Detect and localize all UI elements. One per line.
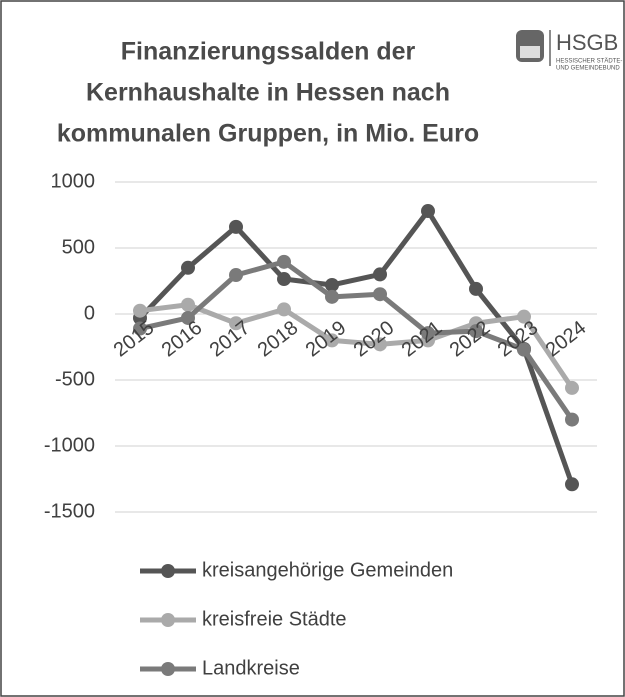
data-point xyxy=(469,324,483,339)
data-point xyxy=(133,303,147,318)
legend-marker xyxy=(161,564,175,578)
y-tick-label: 1000 xyxy=(51,170,96,192)
data-point xyxy=(373,287,387,302)
chart-title: Finanzierungssalden der xyxy=(121,38,416,66)
chart-title: kommunalen Gruppen, in Mio. Euro xyxy=(57,120,479,148)
legend-marker xyxy=(161,613,175,627)
data-point xyxy=(229,316,243,331)
data-point xyxy=(421,204,435,219)
y-tick-label: -1500 xyxy=(44,500,95,522)
y-tick-label: -1000 xyxy=(44,434,95,456)
series-line xyxy=(139,259,575,422)
series-line xyxy=(139,302,575,390)
data-point xyxy=(277,272,291,287)
data-point xyxy=(517,342,531,357)
legend-label: Landkreise xyxy=(202,657,300,679)
x-tick-label: 2024 xyxy=(542,317,591,362)
data-point xyxy=(133,321,147,336)
data-point xyxy=(421,326,435,341)
data-point xyxy=(229,219,243,234)
data-point xyxy=(565,380,579,395)
logo-text: UND GEMEINDEBUND xyxy=(556,66,620,72)
data-point xyxy=(325,333,339,348)
data-point xyxy=(325,289,339,304)
data-point xyxy=(565,412,579,427)
logo: HSGB HESSISCHER STÄDTE- UND GEMEINDEBUND xyxy=(516,30,622,72)
chart-title: Kernhaushalte in Hessen nach xyxy=(86,79,450,107)
x-tick-label: 2021 xyxy=(398,317,447,362)
legend-label: kreisangehörige Gemeinden xyxy=(202,559,453,581)
data-point xyxy=(277,254,291,269)
data-point xyxy=(325,277,339,292)
x-tick-label: 2020 xyxy=(350,317,399,362)
data-point xyxy=(373,267,387,282)
logo-icon xyxy=(520,46,540,58)
legend-marker xyxy=(161,662,175,676)
y-tick-label: 500 xyxy=(62,236,95,258)
data-point xyxy=(277,302,291,317)
y-tick-label: 0 xyxy=(84,302,95,324)
data-point xyxy=(517,309,531,324)
data-point xyxy=(181,310,195,325)
data-point xyxy=(229,268,243,283)
legend-label: kreisfreie Städte xyxy=(202,608,347,630)
logo-text: HESSISCHER STÄDTE- xyxy=(556,58,622,65)
data-point xyxy=(469,281,483,296)
data-point xyxy=(181,297,195,312)
data-point xyxy=(181,260,195,275)
logo-name: HSGB xyxy=(556,30,618,55)
y-tick-label: -500 xyxy=(55,368,95,390)
data-point xyxy=(565,477,579,492)
x-tick-label: 2018 xyxy=(254,317,303,362)
data-point xyxy=(373,337,387,352)
x-tick-label: 2015 xyxy=(110,317,159,362)
